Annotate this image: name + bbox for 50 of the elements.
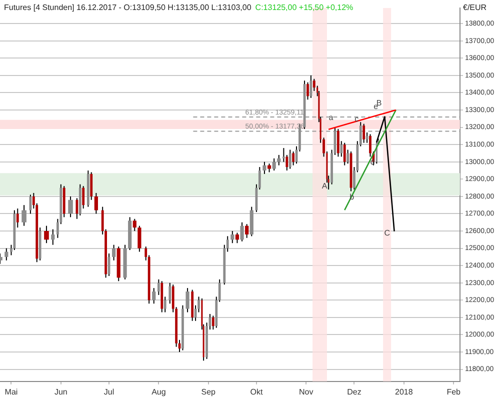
candlestick	[90, 172, 93, 200]
x-tick-label: Okt	[250, 387, 264, 396]
candlestick	[310, 74, 312, 98]
chart-subtitle: C:13125,00 +15,50 +0,12%	[255, 3, 354, 12]
candlestick	[288, 149, 292, 170]
candlestick	[112, 244, 116, 261]
candlestick	[51, 228, 55, 246]
candlestick	[16, 208, 19, 228]
annotation: A	[322, 182, 328, 191]
candlestick	[343, 142, 346, 166]
x-tick-label: Jun	[54, 387, 68, 396]
y-axis-title: €/EUR	[463, 3, 487, 12]
candlestick	[272, 158, 276, 171]
candlestick	[235, 232, 240, 244]
candlestick	[240, 222, 244, 242]
annotation: a	[328, 112, 334, 122]
x-tick-label: Nov	[299, 387, 314, 396]
annotation: C	[384, 228, 390, 238]
candlestick	[336, 128, 340, 158]
x-tick-label: Aug	[152, 387, 166, 396]
candlestick	[340, 140, 343, 158]
x-tick-label: Mai	[4, 387, 18, 396]
candlestick	[138, 225, 142, 252]
candlestick	[157, 278, 160, 296]
x-tick-label: Jul	[104, 387, 114, 396]
candlestick	[82, 186, 85, 210]
candlestick	[94, 192, 98, 214]
candlestick	[164, 296, 166, 313]
candlestick	[212, 315, 214, 330]
x-tick-label: Sep	[201, 387, 216, 396]
candlestick	[282, 148, 285, 162]
candlestick	[292, 150, 295, 166]
candlestick	[346, 149, 350, 164]
candlestick	[132, 218, 136, 232]
candlestick	[230, 230, 234, 244]
x-tick-label: Feb	[446, 387, 462, 396]
candlestick	[306, 82, 309, 100]
candlestick	[186, 288, 190, 313]
candlestick	[152, 288, 156, 304]
chart-title: Futures [4 Stunden] 16.12.2017 - O:13109,50 H:13135,00 L:13103,00	[4, 3, 252, 12]
candlestick	[245, 224, 249, 238]
candlestick	[168, 282, 172, 304]
x-tick-label: 2018	[395, 387, 414, 396]
annotation: B	[376, 98, 382, 108]
candlestick	[262, 161, 266, 174]
candlestick	[362, 123, 366, 144]
x-tick-label: Dez	[347, 387, 362, 396]
candlestick	[76, 198, 78, 220]
candlestick	[4, 248, 8, 261]
candlestick	[277, 154, 281, 166]
